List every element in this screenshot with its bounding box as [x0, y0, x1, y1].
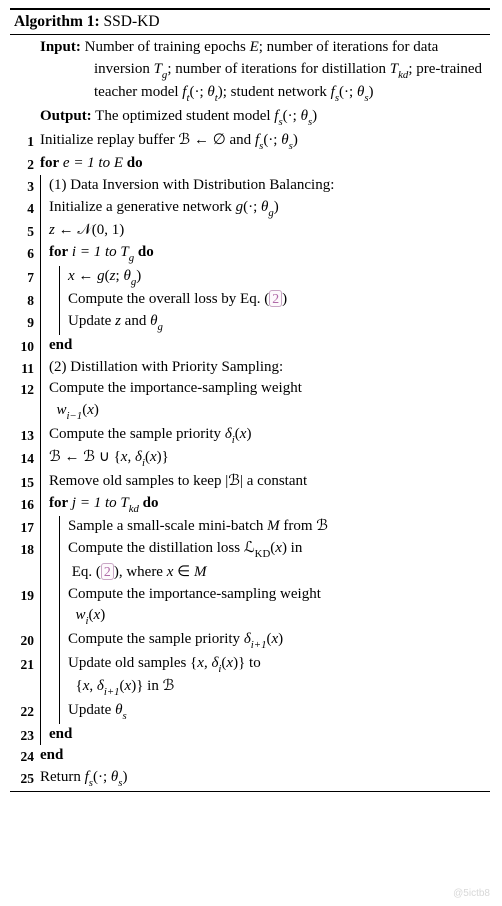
- line-16: 16 for j = 1 to Tkd do: [10, 493, 490, 517]
- watermark: @5ictb8: [453, 888, 490, 899]
- line-19: 19 Compute the importance-sampling weigh…: [10, 584, 490, 629]
- lineno-blank: [12, 37, 40, 39]
- line-1: 1 Initialize replay buffer ℬ ← ∅ and fs(…: [10, 130, 490, 154]
- rule-bottom: [10, 791, 490, 792]
- line-15: 15 Remove old samples to keep |ℬ| a cons…: [10, 471, 490, 493]
- line-12: 12 Compute the importance-sampling weigh…: [10, 378, 490, 423]
- line-14: 14 ℬ ← ℬ ∪ {x, δi(x)}: [10, 447, 490, 471]
- line-9: 9 Update z and θg: [10, 311, 490, 335]
- algorithm-title-row: Algorithm 1: SSD-KD: [10, 10, 490, 34]
- algorithm-name: SSD-KD: [104, 13, 160, 30]
- algorithm-label: Algorithm 1:: [14, 13, 100, 30]
- output-content: Output: The optimized student model fs(·…: [40, 106, 488, 130]
- line-8: 8 Compute the overall loss by Eq. (2): [10, 289, 490, 311]
- line-10: 10 end: [10, 335, 490, 357]
- line-7: 7 x ← g(z; θg): [10, 266, 490, 290]
- input-content: Input: Number of training epochs E; numb…: [40, 37, 488, 106]
- algorithm-block: Algorithm 1: SSD-KD Input: Number of tra…: [10, 8, 490, 792]
- line-20: 20 Compute the sample priority δi+1(x): [10, 629, 490, 653]
- line-24: 24 end: [10, 745, 490, 767]
- output-line: Output: The optimized student model fs(·…: [10, 106, 490, 130]
- line-6: 6 for i = 1 to Tg do: [10, 242, 490, 266]
- line-22: 22 Update θs: [10, 700, 490, 724]
- input-line: Input: Number of training epochs E; numb…: [10, 37, 490, 106]
- algorithm-body: Input: Number of training epochs E; numb…: [10, 35, 490, 791]
- output-label: Output:: [40, 108, 92, 124]
- input-label: Input:: [40, 39, 81, 55]
- line-5: 5 z ← 𝒩(0, 1): [10, 220, 490, 242]
- eqref-2b[interactable]: 2: [101, 563, 114, 580]
- line-13: 13 Compute the sample priority δi(x): [10, 424, 490, 448]
- line-11: 11 (2) Distillation with Priority Sampli…: [10, 357, 490, 379]
- line-3: 3 (1) Data Inversion with Distribution B…: [10, 175, 490, 197]
- line-23: 23 end: [10, 724, 490, 746]
- line-4: 4 Initialize a generative network g(·; θ…: [10, 197, 490, 221]
- eqref-2a[interactable]: 2: [269, 290, 282, 307]
- line-25: 25 Return fs(·; θs): [10, 767, 490, 791]
- line-2: 2 for e = 1 to E do: [10, 153, 490, 175]
- line-21: 21 Update old samples {x, δi(x)} to {x, …: [10, 653, 490, 700]
- line-18: 18 Compute the distillation loss ℒKD(x) …: [10, 538, 490, 583]
- line-17: 17 Sample a small-scale mini-batch M fro…: [10, 516, 490, 538]
